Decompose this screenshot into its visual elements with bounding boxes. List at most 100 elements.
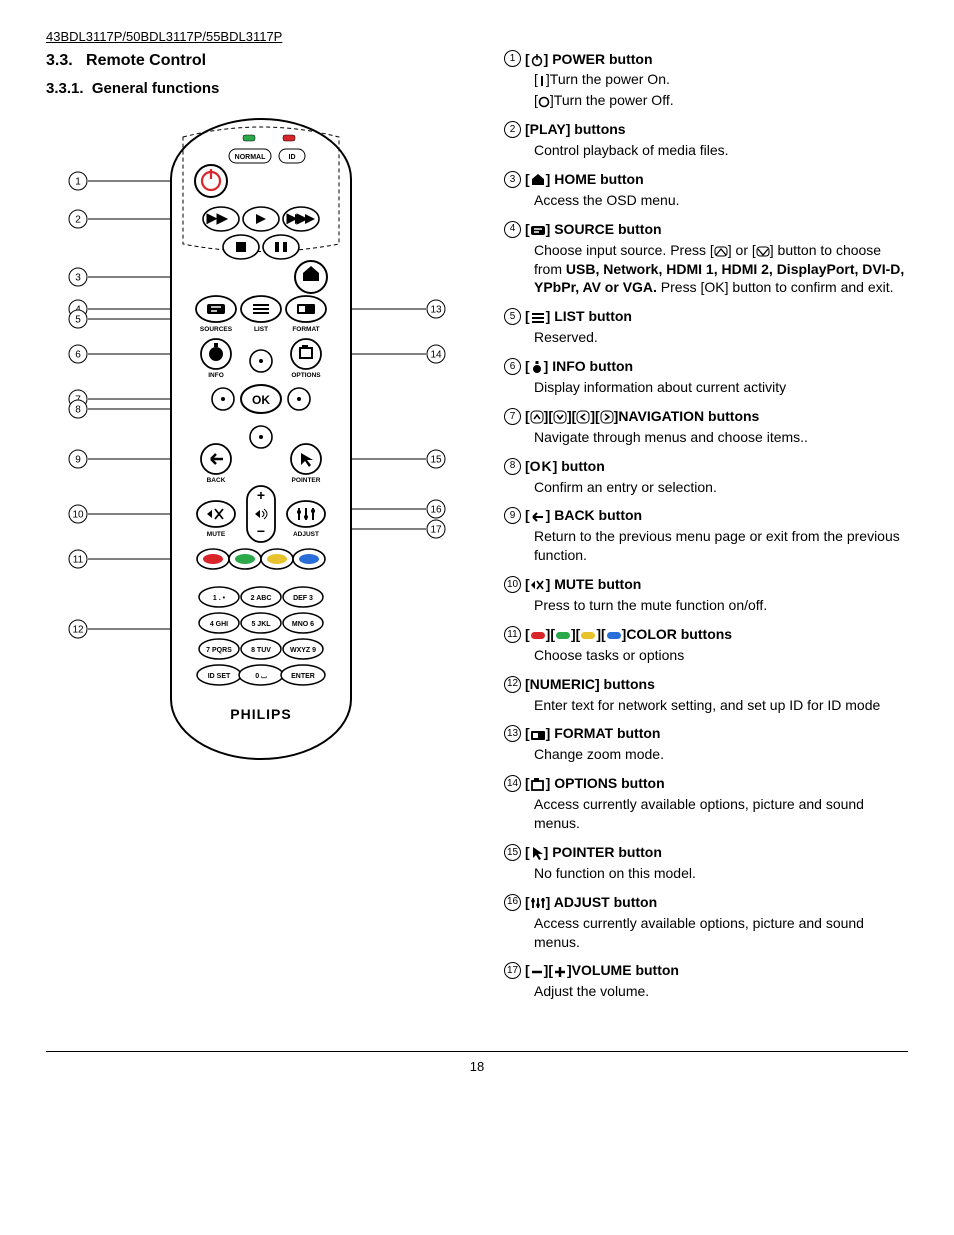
svg-text:13: 13: [430, 305, 442, 316]
sub-text: General functions: [92, 80, 220, 97]
svg-text:LIST: LIST: [254, 326, 268, 333]
item-12-title: [NUMERIC] buttons: [525, 675, 655, 694]
callout-number-13: 13: [504, 725, 521, 742]
section-number: 3.3.: [46, 52, 73, 69]
svg-text:BACK: BACK: [207, 477, 226, 484]
item-17-title: [][]VOLUME button: [525, 961, 679, 980]
item-10-head: 10 [] MUTE button: [504, 575, 908, 594]
item-16-body: Access currently available options, pict…: [534, 914, 908, 952]
callout-number-7: 7: [504, 408, 521, 425]
item-14-title: [] OPTIONS button: [525, 774, 665, 793]
item-5-body: Reserved.: [534, 328, 908, 347]
svg-text:−: −: [257, 523, 265, 539]
callout-number-1: 1: [504, 50, 521, 67]
item-6-title: [] INFO button: [525, 357, 633, 376]
svg-text:PHILIPS: PHILIPS: [230, 706, 291, 722]
item-16-title: [] ADJUST button: [525, 893, 657, 912]
sub-number: 3.3.1.: [46, 80, 84, 97]
item-17: 17 [][]VOLUME button Adjust the volume.: [504, 961, 908, 1001]
item-4: 4 [] SOURCE button Choose input source. …: [504, 220, 908, 298]
left-column: 3.3. Remote Control 3.3.1. General funct…: [46, 50, 476, 1012]
callout-number-4: 4: [504, 221, 521, 238]
section-title: 3.3. Remote Control: [46, 50, 476, 72]
section-text: Remote Control: [86, 52, 206, 69]
item-6: 6 [] INFO button Display information abo…: [504, 357, 908, 397]
svg-text:POINTER: POINTER: [292, 477, 321, 484]
item-2-title: [PLAY] buttons: [525, 120, 626, 139]
header-models: 43BDL3117P/50BDL3117P/55BDL3117P: [46, 28, 908, 46]
callout-number-10: 10: [504, 576, 521, 593]
svg-text:17: 17: [430, 525, 442, 536]
item-8: 8 [OK] button Confirm an entry or select…: [504, 457, 908, 497]
callout-number-3: 3: [504, 171, 521, 188]
svg-text:OPTIONS: OPTIONS: [291, 372, 321, 379]
callout-number-6: 6: [504, 358, 521, 375]
callout-number-12: 12: [504, 676, 521, 693]
svg-text:12: 12: [72, 625, 84, 636]
svg-text:3: 3: [75, 273, 81, 284]
item-6-body: Display information about current activi…: [534, 378, 908, 397]
callout-number-14: 14: [504, 775, 521, 792]
callout-number-8: 8: [504, 458, 521, 475]
svg-text:WXYZ 9: WXYZ 9: [290, 647, 316, 654]
item-5-title: [] LIST button: [525, 307, 632, 326]
svg-text:11: 11: [73, 555, 84, 566]
item-1-title: [] POWER button: [525, 50, 653, 69]
item-17-head: 17 [][]VOLUME button: [504, 961, 908, 980]
item-9-head: 9 [] BACK button: [504, 506, 908, 525]
svg-text:14: 14: [430, 350, 442, 361]
item-15-body: No function on this model.: [534, 864, 908, 883]
footer-rule: [46, 1051, 908, 1052]
item-12-body: Enter text for network setting, and set …: [534, 696, 908, 715]
item-1-head: 1 [] POWER button: [504, 50, 908, 69]
item-11-body: Choose tasks or options: [534, 646, 908, 665]
item-12: 12 [NUMERIC] buttons Enter text for netw…: [504, 675, 908, 715]
item-15: 15 [] POINTER button No function on this…: [504, 843, 908, 883]
item-1: 1 [] POWER button []Turn the power On.[]…: [504, 50, 908, 111]
item-3-title: [] HOME button: [525, 170, 644, 189]
callout-number-17: 17: [504, 962, 521, 979]
svg-text:OK: OK: [252, 393, 270, 407]
svg-text:ID SET: ID SET: [208, 673, 231, 680]
item-3-head: 3 [] HOME button: [504, 170, 908, 189]
item-10-body: Press to turn the mute function on/off.: [534, 596, 908, 615]
svg-text:5: 5: [75, 315, 81, 326]
item-14-body: Access currently available options, pict…: [534, 795, 908, 833]
item-8-body: Confirm an entry or selection.: [534, 478, 908, 497]
item-10: 10 [] MUTE button Press to turn the mute…: [504, 575, 908, 615]
item-10-title: [] MUTE button: [525, 575, 641, 594]
item-4-body: Choose input source. Press [] or [] butt…: [534, 241, 908, 298]
callout-number-2: 2: [504, 121, 521, 138]
item-14: 14 [] OPTIONS button Access currently av…: [504, 774, 908, 833]
svg-text:ADJUST: ADJUST: [293, 531, 319, 538]
svg-text:5 JKL: 5 JKL: [251, 621, 271, 628]
page-number: 18: [46, 1058, 908, 1076]
svg-text:1 . •: 1 . •: [213, 595, 226, 602]
item-17-body: Adjust the volume.: [534, 982, 908, 1001]
svg-text:8 TUV: 8 TUV: [251, 647, 271, 654]
item-4-head: 4 [] SOURCE button: [504, 220, 908, 239]
item-2-body: Control playback of media files.: [534, 141, 908, 160]
item-8-title: [OK] button: [525, 457, 605, 476]
right-column: 1 [] POWER button []Turn the power On.[]…: [504, 50, 908, 1012]
item-6-head: 6 [] INFO button: [504, 357, 908, 376]
svg-text:NORMAL: NORMAL: [235, 154, 266, 161]
item-7: 7 [][][][]NAVIGATION buttons Navigate th…: [504, 407, 908, 447]
svg-text:2: 2: [75, 215, 81, 226]
svg-text:8: 8: [75, 405, 81, 416]
svg-text:7 PQRS: 7 PQRS: [206, 647, 232, 654]
svg-text:SOURCES: SOURCES: [200, 326, 233, 333]
callout-number-15: 15: [504, 844, 521, 861]
svg-text:FORMAT: FORMAT: [292, 326, 319, 333]
callout-number-16: 16: [504, 894, 521, 911]
item-3: 3 [] HOME button Access the OSD menu.: [504, 170, 908, 210]
item-9: 9 [] BACK button Return to the previous …: [504, 506, 908, 565]
remote-diagram: 1 2 3 4 5 6 7 8 9 10 11 12: [46, 109, 476, 789]
svg-text:INFO: INFO: [208, 372, 224, 379]
item-13-body: Change zoom mode.: [534, 745, 908, 764]
svg-text:4 GHI: 4 GHI: [210, 621, 228, 628]
item-11-head: 11 [][][][]COLOR buttons: [504, 625, 908, 644]
callout-number-5: 5: [504, 308, 521, 325]
svg-text:ENTER: ENTER: [291, 673, 315, 680]
item-5-head: 5 [] LIST button: [504, 307, 908, 326]
